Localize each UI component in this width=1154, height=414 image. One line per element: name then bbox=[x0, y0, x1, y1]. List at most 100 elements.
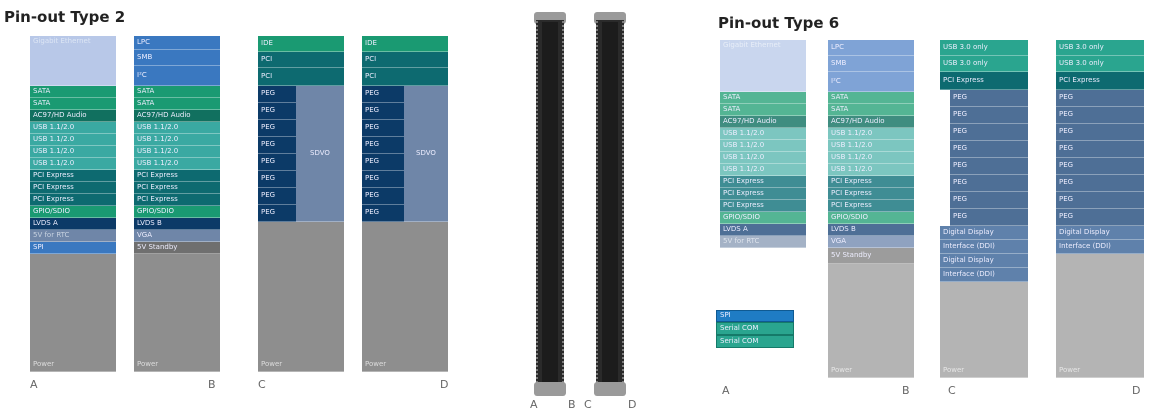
column-letter-d: D bbox=[440, 378, 449, 391]
pin-group: PCI Express bbox=[30, 170, 116, 182]
pin-group: SATA bbox=[720, 104, 806, 116]
pin-group: Interface (DDI) bbox=[940, 240, 1028, 254]
pin-group: PEG bbox=[950, 209, 1028, 226]
pin-group: PCI bbox=[362, 52, 448, 68]
pin-group: SATA bbox=[134, 86, 220, 98]
pin-group: PCI Express bbox=[30, 194, 116, 206]
pin-group: USB 1.1/2.0 bbox=[828, 152, 914, 164]
type2-column-d: IDE PCI PCI PEG PEG PEG PEG PEG PEG PEG … bbox=[362, 36, 448, 372]
pin-group: USB 3.0 only bbox=[940, 56, 1028, 72]
pin-group: PEG bbox=[362, 86, 404, 103]
pin-group: USB 1.1/2.0 bbox=[720, 164, 806, 176]
pin-group: USB 1.1/2.0 bbox=[720, 152, 806, 164]
type2-column-b: LPC SMB I²C SATA SATA AC97/HD Audio USB … bbox=[134, 36, 220, 372]
pin-group: PEG bbox=[1056, 192, 1144, 209]
pin-group: PCI Express bbox=[134, 170, 220, 182]
pin-group: Gigabit Ethernet bbox=[30, 36, 116, 86]
pin-group: 5V for RTC bbox=[720, 236, 806, 248]
connector-letter-d: D bbox=[628, 398, 637, 411]
pin-group: GPIO/SDIO bbox=[30, 206, 116, 218]
type6-column-b: LPC SMB I²C SATA SATA AC97/HD Audio USB … bbox=[828, 40, 914, 378]
pin-group: USB 1.1/2.0 bbox=[134, 146, 220, 158]
pin-group: PEG bbox=[258, 154, 296, 171]
pin-group: LVDS B bbox=[828, 224, 914, 236]
pin-group: Interface (DDI) bbox=[940, 268, 1028, 282]
pin-group: LVDS A bbox=[720, 224, 806, 236]
connector-letter-c: C bbox=[584, 398, 592, 411]
pin-group: PEG bbox=[1056, 175, 1144, 192]
pin-group: PEG bbox=[362, 188, 404, 205]
pin-group: Gigabit Ethernet bbox=[720, 40, 806, 92]
pin-group: PEG bbox=[258, 171, 296, 188]
pin-group: PCI Express bbox=[720, 176, 806, 188]
pin-group: PEG bbox=[950, 90, 1028, 107]
pin-group: I²C bbox=[134, 66, 220, 86]
pin-group: PEG bbox=[1056, 90, 1144, 107]
pin-group: USB 3.0 only bbox=[1056, 40, 1144, 56]
pin-group: USB 3.0 only bbox=[1056, 56, 1144, 72]
pin-group: USB 1.1/2.0 bbox=[134, 134, 220, 146]
pin-group: AC97/HD Audio bbox=[720, 116, 806, 128]
pin-group: PEG bbox=[950, 158, 1028, 175]
pin-group: SATA bbox=[720, 92, 806, 104]
pin-group: USB 1.1/2.0 bbox=[828, 140, 914, 152]
pin-group: PEG bbox=[1056, 124, 1144, 141]
pin-group: PCI Express bbox=[1056, 72, 1144, 90]
pin-group: SATA bbox=[30, 86, 116, 98]
pin-group: SATA bbox=[828, 104, 914, 116]
pin-group: PCI Express bbox=[30, 182, 116, 194]
pin-group: Power bbox=[134, 254, 220, 372]
pin-group: PCI Express bbox=[720, 188, 806, 200]
connector-cd-image bbox=[594, 12, 626, 396]
pin-group: USB 1.1/2.0 bbox=[30, 146, 116, 158]
pin-group: Power bbox=[1056, 254, 1144, 378]
pin-group: PCI Express bbox=[828, 200, 914, 212]
pin-group: SMB bbox=[134, 50, 220, 66]
pin-group: PEG bbox=[258, 103, 296, 120]
pin-group: LVDS A bbox=[30, 218, 116, 230]
pin-group: AC97/HD Audio bbox=[134, 110, 220, 122]
pin-group: PEG bbox=[362, 103, 404, 120]
pin-group: 5V for RTC bbox=[30, 230, 116, 242]
pin-group: GPIO/SDIO bbox=[720, 212, 806, 224]
pin-group: SPI bbox=[30, 242, 116, 254]
pin-group: I²C bbox=[828, 72, 914, 92]
pin-group: PEG bbox=[258, 120, 296, 137]
pin-group: AC97/HD Audio bbox=[30, 110, 116, 122]
pin-group: PEG bbox=[362, 120, 404, 137]
pin-group: USB 1.1/2.0 bbox=[30, 158, 116, 170]
pin-group: LVDS B bbox=[134, 218, 220, 230]
pin-group: PEG bbox=[950, 141, 1028, 158]
pin-group: PEG bbox=[950, 124, 1028, 141]
connector-ab-image bbox=[534, 12, 566, 396]
pin-group: 5V Standby bbox=[134, 242, 220, 254]
column-letter-a: A bbox=[722, 384, 730, 397]
pin-group: USB 1.1/2.0 bbox=[30, 122, 116, 134]
type2-title: Pin-out Type 2 bbox=[4, 8, 126, 26]
pin-group: Digital Display bbox=[940, 254, 1028, 268]
pin-group: USB 3.0 only bbox=[940, 40, 1028, 56]
pin-group: PEG bbox=[950, 175, 1028, 192]
pin-group: SDVO bbox=[404, 86, 448, 222]
pin-group: IDE bbox=[362, 36, 448, 52]
column-letter-d: D bbox=[1132, 384, 1141, 397]
type6-title: Pin-out Type 6 bbox=[718, 14, 840, 32]
pin-group: PEG bbox=[1056, 158, 1144, 175]
pin-group: PCI Express bbox=[940, 72, 1028, 90]
pin-group: VGA bbox=[828, 236, 914, 248]
connector-letter-b: B bbox=[568, 398, 576, 411]
pin-group: AC97/HD Audio bbox=[828, 116, 914, 128]
pin-group: PEG bbox=[1056, 141, 1144, 158]
type6-column-d: USB 3.0 only USB 3.0 only PCI Express PE… bbox=[1056, 40, 1146, 378]
pin-group: Serial COM bbox=[716, 322, 794, 335]
pin-group: GPIO/SDIO bbox=[828, 212, 914, 224]
pin-group: PCI Express bbox=[828, 188, 914, 200]
pin-group: Power bbox=[362, 222, 448, 372]
connector-letter-a: A bbox=[530, 398, 538, 411]
pin-group: VGA bbox=[134, 230, 220, 242]
pin-group: SATA bbox=[828, 92, 914, 104]
pin-group: USB 1.1/2.0 bbox=[828, 164, 914, 176]
pin-group: USB 1.1/2.0 bbox=[720, 140, 806, 152]
pin-group: PCI bbox=[258, 52, 344, 68]
pin-group: USB 1.1/2.0 bbox=[134, 122, 220, 134]
